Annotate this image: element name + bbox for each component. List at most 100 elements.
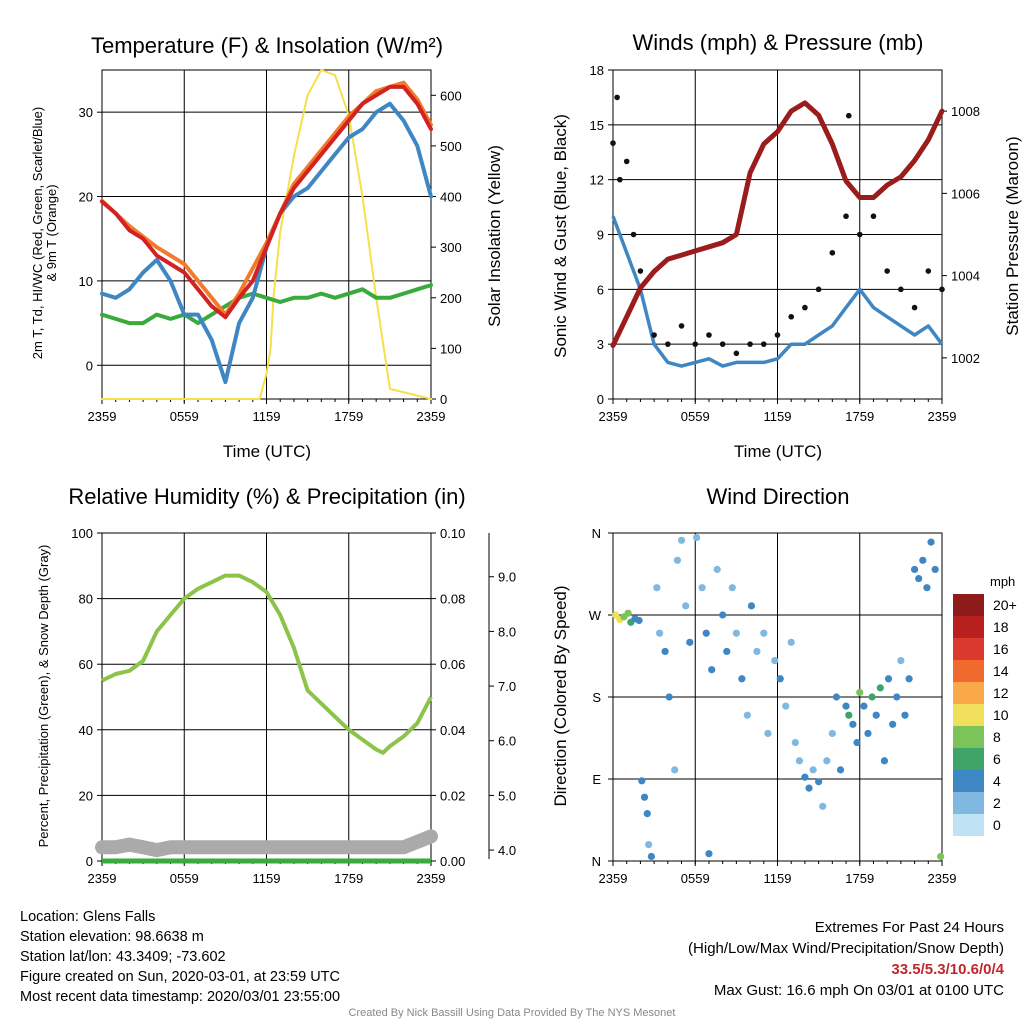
wind-direction-point [897,656,905,665]
wind-direction-point [937,852,945,861]
credit-line: Created By Nick Bassill Using Data Provi… [348,1007,676,1019]
dir-xtick-label: 1159 [764,871,792,886]
wind-direction-point [805,784,813,792]
wind-direction-point [845,711,853,719]
panel-temp-ylabel-line1: 2m T, Td, HI/WC (Red, Green, Scarlet/Blu… [30,107,45,359]
wind-direction-point [764,729,772,738]
dir-ytick-label: N [592,854,601,869]
colorbar-swatch [953,616,984,638]
wind-direction-point [853,738,861,747]
gust-point [774,332,781,338]
wind-direction-point [927,538,935,546]
wind-direction-point [656,629,664,637]
temp-xtick-label: 1159 [253,409,281,424]
panel-dir-ylabel: Direction (Colored By Speed) [551,585,570,806]
rh-xtick-label: 1759 [334,871,363,886]
panel-dir-title: Wind Direction [706,484,849,509]
wind-direction-point [771,656,779,665]
wind-direction-point [819,802,827,810]
gust-point [678,323,685,329]
gust-point [692,341,699,347]
wind-direction-point [645,841,653,849]
wind-direction-point [723,647,731,656]
wind-ytick-label: 9 [597,228,604,243]
wind-direction-point [801,773,809,781]
wind-xtick-label: 1759 [845,409,874,424]
station-pressure-line [610,100,945,348]
rh-y2tick-label: 0.04 [440,723,465,738]
gust-point [802,304,808,311]
wind-direction-point [682,602,690,610]
wind-ytick-label: 3 [597,337,604,352]
rh-ytick-label: 20 [79,788,93,803]
wind-direction-point [791,738,799,747]
gust-point [856,231,863,238]
gust-point [665,341,671,347]
wind-direction-point [698,584,706,592]
wind-direction-point [738,675,746,683]
wind-y2tick-label: 1004 [951,269,980,284]
wind-direction-point [677,536,686,544]
wind-direction-point [856,688,864,697]
gust-point [815,286,822,293]
panel-wind-xlabel: Time (UTC) [734,442,822,461]
wind-y2tick-label: 1008 [951,104,980,119]
colorbar-label: 14 [993,663,1009,679]
gust-point [843,213,849,220]
wind-direction-point [836,766,845,774]
wind-direction-point [915,574,923,583]
gust-point [617,176,623,183]
wind-xtick-label: 2359 [928,409,957,424]
wind-direction-point [732,629,740,637]
wind-direction-point [665,693,673,701]
wind-direction-point [693,533,701,542]
gust-point [925,268,932,274]
wind-direction-point [708,666,716,674]
extremes-info: Extremes For Past 24 Hours (High/Low/Max… [688,917,1004,1001]
wind-direction-point [809,766,817,774]
gust-point [884,268,890,274]
gust-point [637,268,644,274]
panel-rh-ylabel: Percent, Precipitation (Green), & Snow D… [36,545,51,848]
temp-xtick-label: 0559 [170,409,199,424]
colorbar-swatch [953,682,984,704]
rh-y2tick-label: 0.10 [440,526,465,541]
extremes-subtitle: (High/Low/Max Wind/Precipitation/Snow De… [688,940,1004,957]
gust-point [610,140,616,146]
temp-2m-line [100,84,433,320]
solar-insolation-line [101,69,432,400]
rh-ytick-label: 100 [71,526,93,541]
snow-depth-line [95,829,438,858]
colorbar-label: 0 [993,817,1001,833]
temp-y2tick-label: 0 [440,392,447,407]
panel-rh-title: Relative Humidity (%) & Precipitation (i… [68,484,465,509]
wind-direction-point [753,647,761,656]
gust-point [760,341,767,347]
dir-xtick-label: 2359 [599,871,628,886]
wind-y2tick-label: 1002 [951,351,980,366]
panel-temp-title: Temperature (F) & Insolation (W/m²) [91,33,443,58]
colorbar-label: 18 [993,619,1009,635]
elevation-line: Station elevation: 98.6638 m [20,929,204,945]
colorbar-swatch [953,814,984,836]
colorbar-swatch [953,770,984,792]
colorbar-swatch [953,638,984,660]
timestamp-line: Most recent data timestamp: 2020/03/01 2… [20,989,341,1005]
colorbar-swatch [953,594,984,616]
relative-humidity-line [101,573,433,755]
wind-direction-point [671,766,679,774]
gust-point [788,313,795,320]
wind-direction-point [872,711,880,719]
rh-ytick-label: 0 [86,854,93,869]
wind-direction-point [842,702,850,710]
temp-ytick-label: 0 [86,358,93,373]
colorbar-label: 8 [993,729,1001,745]
wind-direction-point [832,693,841,701]
dir-xtick-label: 0559 [681,871,710,886]
wind-direction-point [849,720,857,728]
colorbar-swatch [953,748,984,770]
snow-axis-tick-label: 9.0 [498,570,516,585]
colorbar-label: 16 [993,641,1009,657]
wind-direction-point [638,777,646,785]
temp-y2tick-label: 300 [440,240,462,255]
